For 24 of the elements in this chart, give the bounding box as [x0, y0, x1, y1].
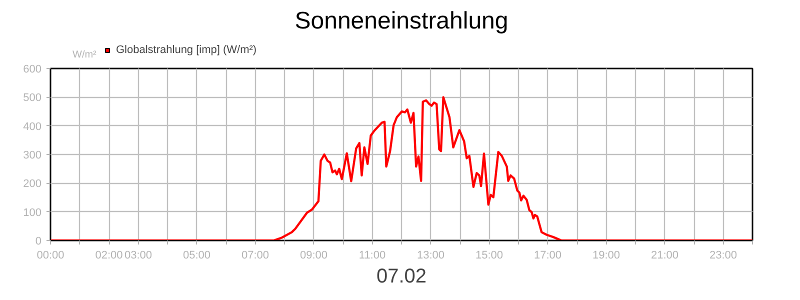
x-tick-label: 07:00	[241, 250, 270, 262]
x-tick-label: 00:00	[36, 250, 64, 262]
y-tick-label: 200	[23, 178, 42, 190]
x-tick-label: 19:00	[592, 250, 620, 262]
x-tick-label: 21:00	[650, 250, 679, 262]
y-tick-label: 600	[23, 64, 42, 76]
y-tick-label: 500	[23, 92, 42, 104]
x-tick-label: 02:00	[95, 250, 123, 262]
y-tick-label: 300	[23, 150, 42, 162]
x-tick-label: 15:00	[475, 250, 504, 262]
chart-title: Sonneneinstrahlung	[294, 8, 508, 34]
x-axis-title: 07.02	[376, 266, 427, 288]
x-tick-label: 11:00	[358, 250, 386, 262]
x-tick-label: 13:00	[416, 250, 445, 262]
legend-label: Globalstrahlung [imp] (W/m²)	[116, 44, 257, 56]
y-tick-label: 0	[35, 236, 42, 248]
x-tick-label: 03:00	[124, 250, 152, 262]
y-tick-label: 400	[23, 120, 42, 133]
y-axis-title: W/m²	[72, 50, 98, 60]
x-tick-label: 17:00	[534, 250, 562, 262]
x-tick-label: 05:00	[182, 250, 211, 262]
x-tick-label: 23:00	[709, 250, 738, 262]
x-tick-label: 09:00	[300, 250, 328, 262]
y-tick-label: 100	[23, 206, 42, 219]
